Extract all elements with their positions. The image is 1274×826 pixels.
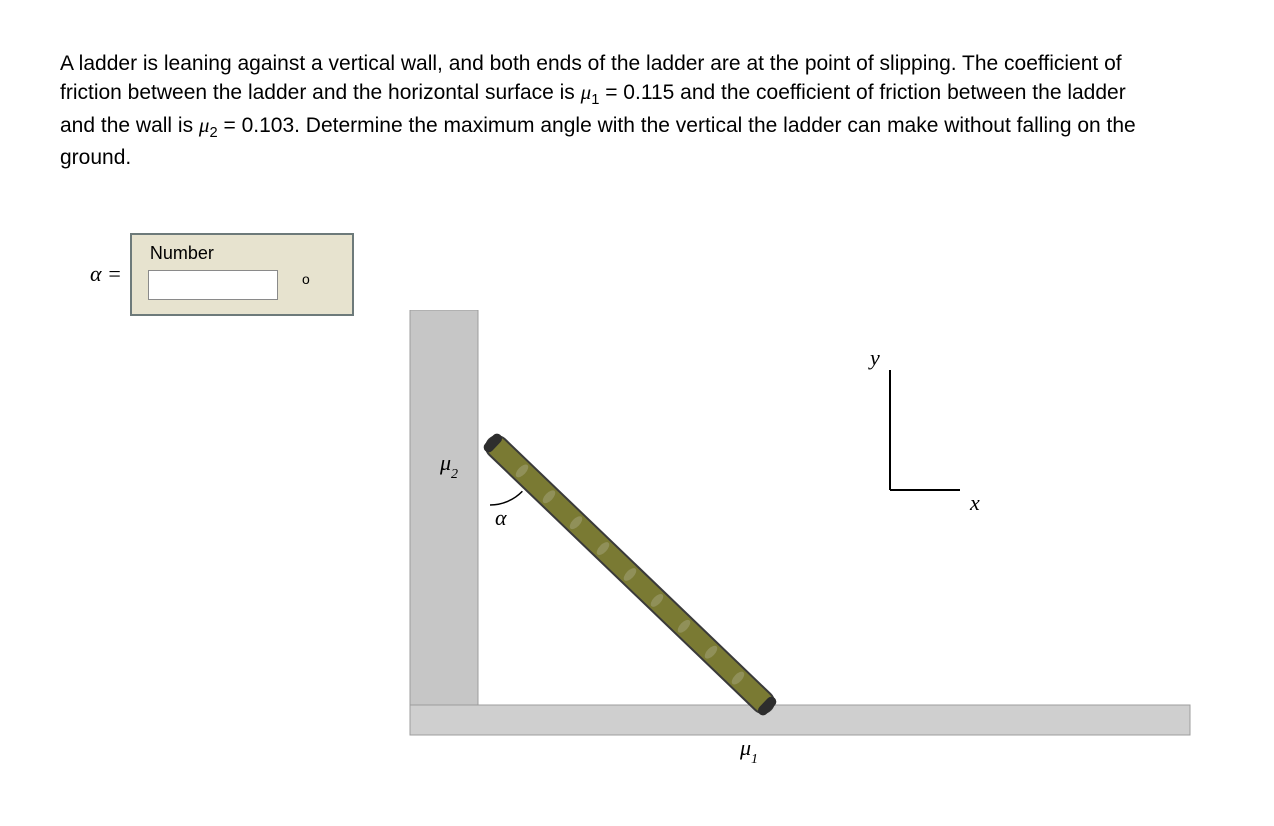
answer-variable: α =	[90, 261, 122, 287]
problem-text-3: = 0.103. Determine the maximum angle wit…	[60, 114, 1136, 169]
diagram-svg: μ2μ1αxy	[400, 310, 1200, 790]
label-x: x	[969, 490, 980, 515]
answer-input[interactable]	[148, 270, 278, 300]
label-y: y	[868, 345, 880, 370]
label-mu1: μ1	[739, 735, 758, 767]
mu2-symbol: μ	[199, 113, 210, 137]
mu2-sub: 2	[209, 126, 217, 142]
wall	[410, 310, 478, 730]
label-alpha: α	[495, 505, 507, 530]
unit-degree: o	[286, 267, 326, 291]
answer-box: Number o	[130, 233, 354, 316]
answer-row: α = Number o	[90, 233, 1214, 316]
angle-arc	[490, 491, 522, 505]
ladder	[482, 432, 779, 718]
mu1-symbol: μ	[581, 80, 592, 104]
floor	[410, 705, 1190, 735]
diagram: μ2μ1αxy	[400, 310, 1200, 790]
problem-statement: A ladder is leaning against a vertical w…	[60, 50, 1160, 173]
answer-box-label: Number	[150, 243, 342, 264]
